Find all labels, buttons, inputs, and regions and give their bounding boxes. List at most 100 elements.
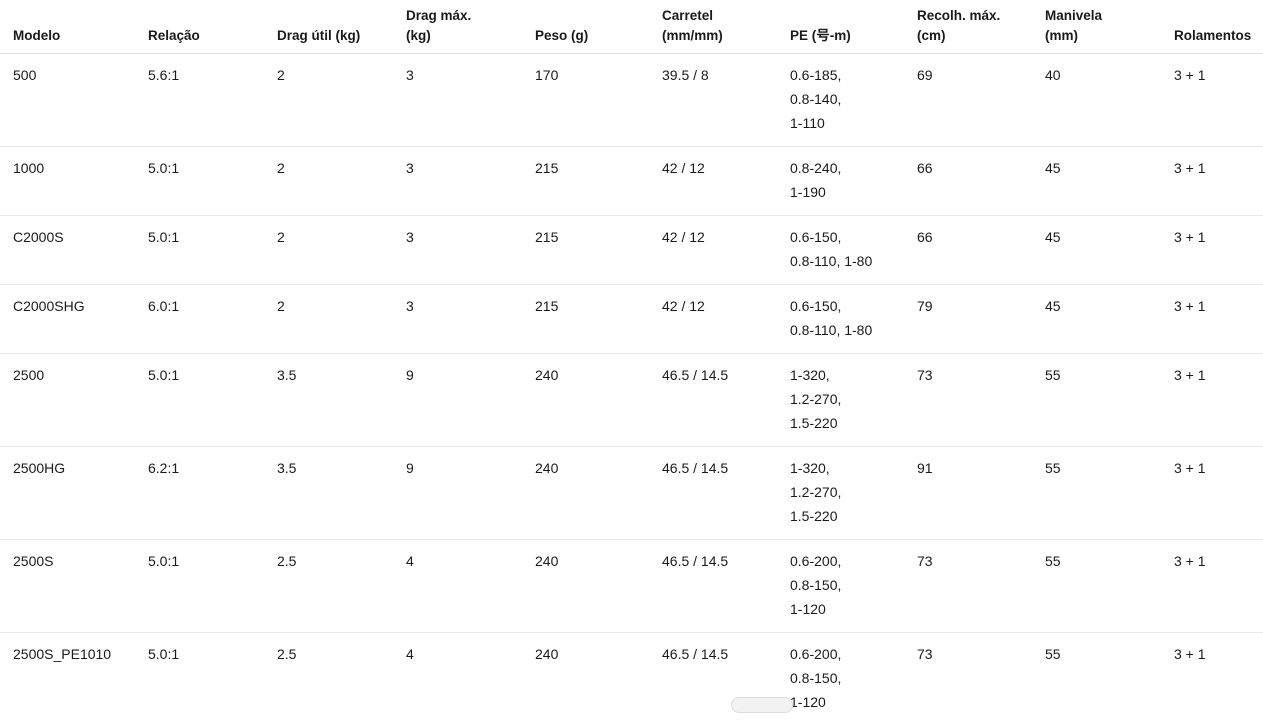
table-cell-recolh-max: 66: [904, 216, 1032, 285]
table-cell-peso: 215: [522, 147, 649, 216]
table-cell-rolamentos: 3 + 1: [1161, 54, 1263, 147]
table-cell-recolh-max: 69: [904, 54, 1032, 147]
column-header-manivela: Manivela (mm): [1032, 0, 1161, 54]
table-cell-drag-max: 3: [393, 285, 522, 354]
table-cell-drag-util: 2: [264, 216, 393, 285]
table-cell-carretel: 42 / 12: [649, 216, 777, 285]
table-cell-drag-max: 9: [393, 354, 522, 447]
table-cell-relacao: 6.0:1: [135, 285, 264, 354]
column-header-pe: PE (号-m): [777, 0, 904, 54]
table-cell-carretel: 39.5 / 8: [649, 54, 777, 147]
table-cell-drag-max: 3: [393, 216, 522, 285]
table-cell-relacao: 5.0:1: [135, 216, 264, 285]
table-cell-relacao: 5.6:1: [135, 54, 264, 147]
table-cell-rolamentos: 3 + 1: [1161, 540, 1263, 633]
table-cell-relacao: 5.0:1: [135, 633, 264, 725]
table-cell-drag-util: 2.5: [264, 633, 393, 725]
table-cell-rolamentos: 3 + 1: [1161, 285, 1263, 354]
table-cell-drag-util: 3.5: [264, 354, 393, 447]
table-cell-manivela: 55: [1032, 633, 1161, 725]
table-cell-recolh-max: 66: [904, 147, 1032, 216]
table-cell-peso: 215: [522, 216, 649, 285]
model-cell: C2000SHG: [0, 285, 135, 354]
table-cell-drag-max: 3: [393, 147, 522, 216]
model-cell: C2000S: [0, 216, 135, 285]
table-cell-pe: 0.6-150, 0.8-110, 1-80: [777, 216, 904, 285]
model-cell: 1000: [0, 147, 135, 216]
table-cell-pe: 0.6-200, 0.8-150, 1-120: [777, 540, 904, 633]
table-cell-recolh-max: 79: [904, 285, 1032, 354]
model-cell: 2500HG: [0, 447, 135, 540]
table-cell-peso: 170: [522, 54, 649, 147]
column-header-drag-max: Drag máx. (kg): [393, 0, 522, 54]
table-cell-peso: 240: [522, 354, 649, 447]
model-cell: 500: [0, 54, 135, 147]
table-cell-pe: 0.8-240, 1-190: [777, 147, 904, 216]
table-cell-carretel: 42 / 12: [649, 147, 777, 216]
scrollbar-thumb[interactable]: [731, 697, 793, 713]
table-cell-relacao: 6.2:1: [135, 447, 264, 540]
table-cell-carretel: 46.5 / 14.5: [649, 354, 777, 447]
table-cell-drag-max: 3: [393, 54, 522, 147]
column-header-peso: Peso (g): [522, 0, 649, 54]
table-cell-pe: 0.6-185, 0.8-140, 1-110: [777, 54, 904, 147]
table-cell-pe: 0.6-150, 0.8-110, 1-80: [777, 285, 904, 354]
table-cell-manivela: 55: [1032, 540, 1161, 633]
table-cell-recolh-max: 91: [904, 447, 1032, 540]
table-cell-relacao: 5.0:1: [135, 354, 264, 447]
table-cell-drag-util: 2: [264, 54, 393, 147]
table-cell-drag-util: 2: [264, 147, 393, 216]
table-cell-rolamentos: 3 + 1: [1161, 447, 1263, 540]
column-header-recolh-max: Recolh. máx. (cm): [904, 0, 1032, 54]
table-cell-relacao: 5.0:1: [135, 147, 264, 216]
column-header-drag-util: Drag útil (kg): [264, 0, 393, 54]
table-cell-rolamentos: 3 + 1: [1161, 354, 1263, 447]
table-cell-recolh-max: 73: [904, 540, 1032, 633]
table-cell-drag-util: 2: [264, 285, 393, 354]
table-cell-manivela: 45: [1032, 147, 1161, 216]
table-cell-carretel: 42 / 12: [649, 285, 777, 354]
table-cell-drag-max: 9: [393, 447, 522, 540]
table-cell-drag-max: 4: [393, 633, 522, 725]
column-header-modelo: Modelo: [0, 0, 135, 54]
table-cell-manivela: 55: [1032, 447, 1161, 540]
column-header-rolamentos: Rolamentos: [1161, 0, 1263, 54]
table-cell-manivela: 55: [1032, 354, 1161, 447]
table-cell-pe: 1-320, 1.2-270, 1.5-220: [777, 354, 904, 447]
table-cell-carretel: 46.5 / 14.5: [649, 447, 777, 540]
table-cell-relacao: 5.0:1: [135, 540, 264, 633]
table-cell-peso: 240: [522, 633, 649, 725]
model-cell: 2500S_PE1010: [0, 633, 135, 725]
table-cell-peso: 215: [522, 285, 649, 354]
table-cell-peso: 240: [522, 540, 649, 633]
column-header-carretel: Carretel (mm/mm): [649, 0, 777, 54]
model-cell: 2500: [0, 354, 135, 447]
table-cell-manivela: 45: [1032, 285, 1161, 354]
table-cell-peso: 240: [522, 447, 649, 540]
table-cell-pe: 0.6-200, 0.8-150, 1-120: [777, 633, 904, 725]
table-cell-manivela: 45: [1032, 216, 1161, 285]
table-cell-rolamentos: 3 + 1: [1161, 633, 1263, 725]
table-cell-rolamentos: 3 + 1: [1161, 147, 1263, 216]
model-cell: 2500S: [0, 540, 135, 633]
table-cell-manivela: 40: [1032, 54, 1161, 147]
table-cell-pe: 1-320, 1.2-270, 1.5-220: [777, 447, 904, 540]
table-cell-drag-util: 3.5: [264, 447, 393, 540]
table-cell-recolh-max: 73: [904, 354, 1032, 447]
table-cell-recolh-max: 73: [904, 633, 1032, 725]
table-cell-drag-max: 4: [393, 540, 522, 633]
table-cell-rolamentos: 3 + 1: [1161, 216, 1263, 285]
table-cell-drag-util: 2.5: [264, 540, 393, 633]
table-cell-carretel: 46.5 / 14.5: [649, 540, 777, 633]
column-header-relacao: Relação: [135, 0, 264, 54]
